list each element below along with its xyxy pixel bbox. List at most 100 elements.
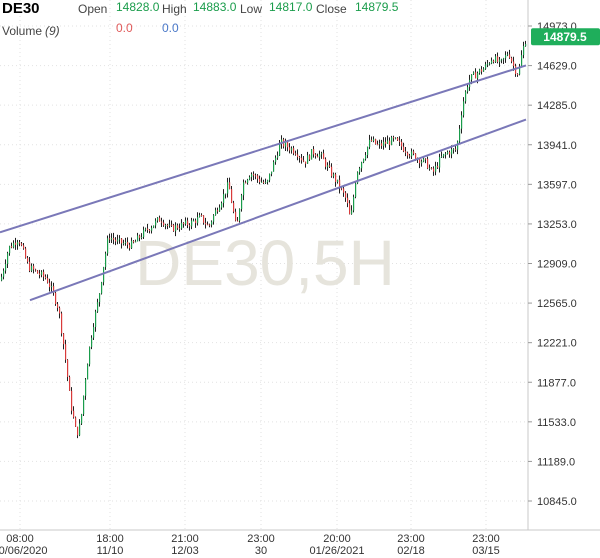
- candle-body: [83, 395, 85, 415]
- candle-body: [299, 157, 301, 159]
- candle-body: [463, 101, 465, 116]
- candle-body: [303, 160, 305, 162]
- candle-body: [519, 66, 521, 75]
- candle-body: [249, 177, 251, 180]
- candle-body: [223, 194, 225, 204]
- candle-body: [485, 64, 487, 69]
- candle-body: [225, 193, 227, 195]
- candle-body: [409, 155, 411, 157]
- candle-body: [497, 56, 499, 62]
- candle-body: [185, 220, 187, 225]
- candle-body: [137, 235, 139, 242]
- candle-body: [401, 141, 403, 147]
- candle-body: [207, 224, 209, 226]
- candle-body: [87, 364, 89, 380]
- candle-body: [439, 157, 441, 168]
- candle-body: [179, 228, 181, 230]
- y-tick-label: 11877.0: [537, 377, 576, 389]
- candle-body: [157, 217, 159, 221]
- candle-body: [91, 337, 93, 347]
- candle-body: [291, 148, 293, 151]
- candle-body: [317, 156, 319, 158]
- candle-body: [365, 155, 367, 159]
- candle-body: [265, 182, 267, 184]
- candle-body: [421, 161, 423, 164]
- candle-body: [1, 276, 3, 281]
- candle-body: [465, 91, 467, 102]
- candle-body: [25, 248, 27, 258]
- candle-body: [251, 174, 253, 178]
- candle-body: [525, 43, 527, 47]
- candle-body: [7, 253, 9, 264]
- candle-body: [337, 179, 339, 182]
- candle-body: [155, 220, 157, 226]
- open-value: 14828.0: [116, 0, 160, 14]
- candle-body: [429, 167, 431, 169]
- candle-body: [29, 261, 31, 271]
- candle-body: [239, 209, 241, 221]
- candle-body: [17, 242, 19, 245]
- low-value: 14817.0: [269, 0, 313, 14]
- candle-body: [181, 222, 183, 229]
- candle-body: [97, 302, 99, 312]
- candle-body: [219, 207, 221, 212]
- candle-body: [281, 139, 283, 144]
- candle-body: [113, 237, 115, 240]
- candle-body: [3, 270, 5, 277]
- candle-body: [217, 210, 219, 212]
- candle-body: [381, 143, 383, 146]
- candle-body: [81, 414, 83, 424]
- y-tick-label: 11189.0: [537, 456, 575, 468]
- candle-body: [241, 195, 243, 210]
- candle-body: [357, 172, 359, 184]
- candle-body: [315, 154, 317, 157]
- x-tick-time: 21:00: [171, 533, 199, 545]
- channel-lines[interactable]: [0, 64, 527, 302]
- candle-body: [213, 215, 215, 222]
- candle-body: [13, 242, 15, 248]
- channel-line-upper[interactable]: [0, 64, 527, 234]
- candle-body: [263, 181, 265, 184]
- candle-body: [125, 241, 127, 244]
- candle-body: [369, 139, 371, 148]
- candle-body: [197, 217, 199, 224]
- candle-body: [389, 140, 391, 145]
- candle-body: [11, 246, 13, 248]
- channel-line-lower[interactable]: [29, 118, 527, 302]
- candle-body: [177, 225, 179, 229]
- candle-body: [27, 257, 29, 262]
- candle-body: [313, 149, 315, 155]
- watermark-text: DE30,5H: [135, 227, 395, 299]
- candle-body: [189, 225, 191, 227]
- last-price-value: 14879.5: [543, 30, 587, 44]
- candle-body: [481, 69, 483, 72]
- candle-body: [89, 346, 91, 365]
- candle-body: [349, 203, 351, 215]
- x-tick-date: 02/18: [397, 545, 425, 557]
- x-tick-date: 10/06/2020: [0, 545, 48, 557]
- candle-body: [319, 154, 321, 158]
- candle-body: [399, 140, 401, 142]
- candle-body: [261, 181, 263, 183]
- symbol-title[interactable]: DE30: [2, 0, 40, 17]
- candle-body: [99, 293, 101, 303]
- open-label: Open: [78, 2, 107, 16]
- candle-body: [353, 196, 355, 211]
- candle-body: [187, 220, 189, 226]
- candle-body: [237, 220, 239, 222]
- low-label: Low: [240, 2, 262, 16]
- y-tick-label: 13941.0: [537, 140, 577, 152]
- candle-body: [5, 263, 7, 271]
- candle-body: [305, 161, 307, 164]
- y-axis[interactable]: 14973.014629.014285.013941.013597.013253…: [528, 21, 577, 508]
- candle-body: [141, 237, 143, 239]
- candle-body: [509, 54, 511, 58]
- candle-body: [151, 227, 153, 231]
- candle-body: [77, 426, 79, 436]
- candle-body: [209, 224, 211, 226]
- candle-body: [447, 152, 449, 154]
- y-tick-label: 12909.0: [537, 259, 577, 271]
